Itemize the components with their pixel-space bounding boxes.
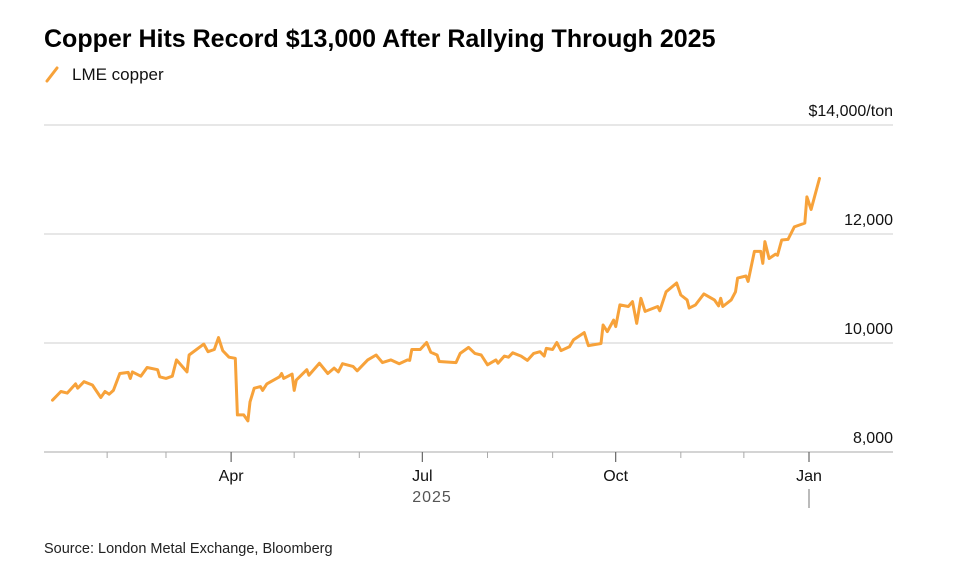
y-tick-label: 10,000: [844, 321, 893, 338]
y-tick-label: 12,000: [844, 212, 893, 229]
gridlines: [44, 124, 893, 453]
legend-label: LME copper: [72, 65, 164, 84]
y-tick-label: 8,000: [853, 430, 893, 447]
x-tick-label: Oct: [603, 468, 628, 485]
x-tick-label: Jan: [796, 468, 822, 485]
x-axis: Apr Jul Oct Jan: [106, 452, 822, 485]
x-tick-label: Apr: [219, 468, 245, 485]
series-line-lme-copper: [51, 176, 821, 423]
source-note: Source: London Metal Exchange, Bloomberg: [44, 541, 333, 557]
y-tick-label: $14,000/ton: [808, 103, 893, 120]
chart-title: Copper Hits Record $13,000 After Rallyin…: [44, 25, 716, 53]
x-year-label: 2025: [412, 489, 452, 506]
x-tick-label: Jul: [412, 468, 432, 485]
legend-swatch-icon: [45, 66, 59, 83]
y-axis-labels: $14,000/ton 12,000 10,000 8,000: [808, 103, 893, 447]
legend: LME copper: [45, 65, 164, 84]
